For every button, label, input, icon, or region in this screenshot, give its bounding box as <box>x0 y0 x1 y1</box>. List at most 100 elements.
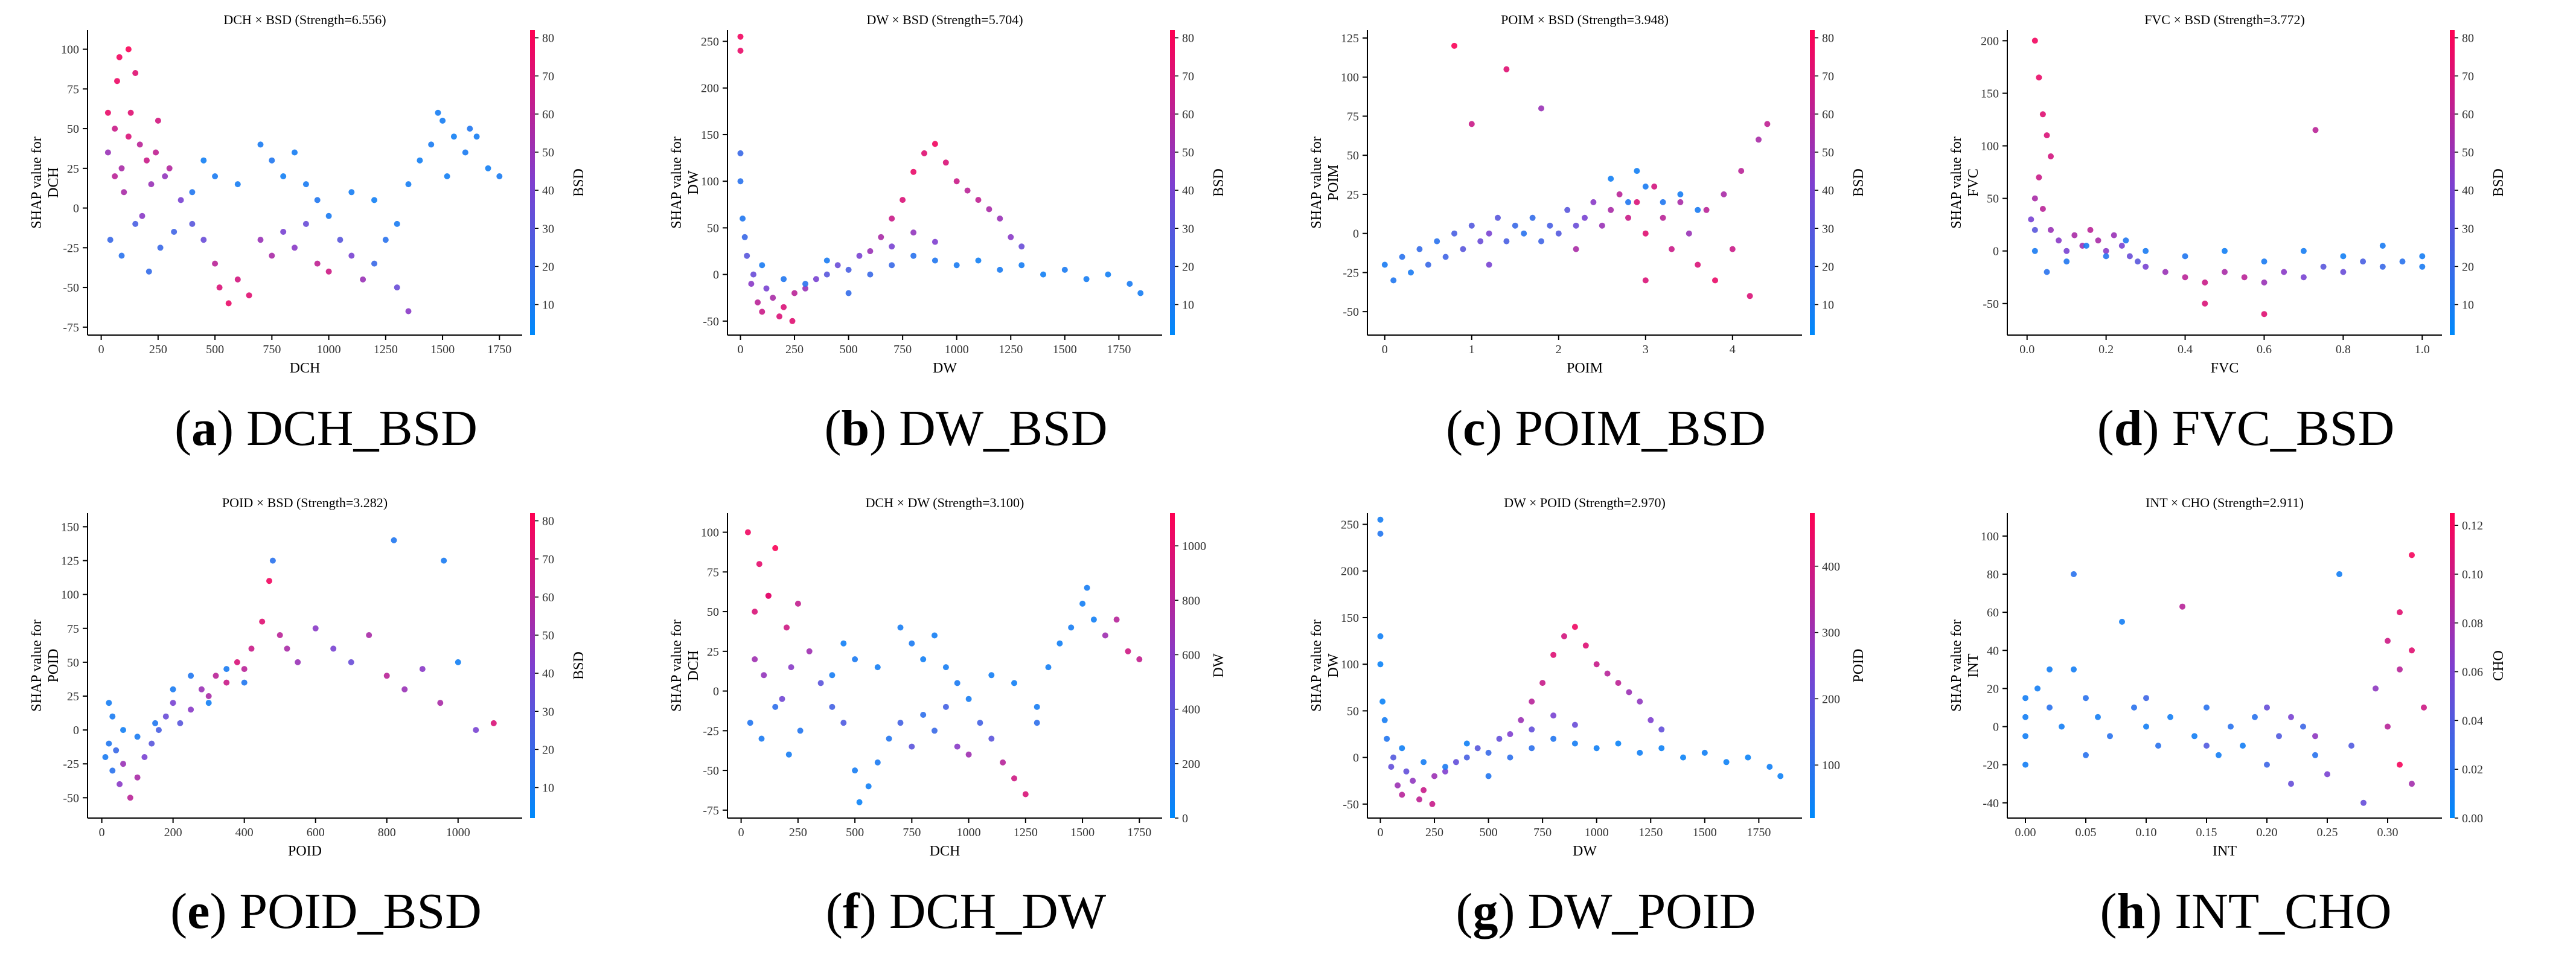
data-point <box>1538 105 1544 112</box>
data-point <box>910 229 917 236</box>
x-tick-label: 0.20 <box>2257 826 2278 839</box>
y-axis-label: SHAP value forDCH <box>29 136 62 228</box>
data-point <box>1642 230 1649 237</box>
data-point <box>2063 248 2070 254</box>
data-point <box>1625 214 1631 221</box>
x-tick-label: 200 <box>164 826 182 839</box>
colorbar-tick-label: 60 <box>1822 108 1834 121</box>
data-point <box>132 70 139 76</box>
data-point <box>2373 685 2379 692</box>
data-point <box>1529 745 1535 752</box>
data-point <box>269 252 275 259</box>
panel-d: FVC × BSD (Strength=3.772) 0.0 0.2 0.4 0.6 0.… <box>1932 0 2560 483</box>
y-tick-label: 0 <box>1353 228 1359 241</box>
data-point <box>953 178 960 185</box>
y-tick-label: 50 <box>707 222 719 235</box>
colorbar-tick-label: 400 <box>1822 560 1840 574</box>
data-point <box>439 117 446 124</box>
data-point <box>2264 704 2270 711</box>
y-axis-label-line: SHAP value for <box>1949 619 1964 711</box>
data-point <box>2118 243 2125 249</box>
data-point <box>988 672 995 679</box>
x-tick-label: 1500 <box>1053 343 1077 356</box>
data-point <box>909 743 915 750</box>
y-tick-label: 75 <box>1347 110 1359 123</box>
data-point <box>1451 42 1457 49</box>
y-tick-label: 0 <box>713 269 719 282</box>
data-point <box>1495 214 1501 221</box>
data-point <box>1703 206 1710 213</box>
data-point <box>988 735 995 742</box>
data-point <box>1429 801 1436 807</box>
x-tick-label: 1000 <box>317 343 341 356</box>
data-point <box>2340 253 2347 260</box>
data-point <box>170 686 176 692</box>
data-point <box>485 165 491 171</box>
data-point <box>225 300 232 307</box>
data-point <box>234 181 241 188</box>
data-point <box>102 754 109 760</box>
caption-paren: ( <box>2097 400 2114 456</box>
y-axis-label: SHAP value forPOIM <box>1309 136 1341 228</box>
data-point <box>2300 723 2306 730</box>
x-tick-label: 4 <box>1730 343 1736 356</box>
data-point <box>292 245 298 251</box>
data-point <box>788 664 794 671</box>
data-point <box>823 271 830 278</box>
data-point <box>2056 237 2062 244</box>
data-point <box>1477 238 1484 245</box>
data-point <box>840 640 847 647</box>
colorbar-tick-label: 10 <box>2462 299 2474 312</box>
data-point <box>435 109 441 116</box>
data-point <box>113 747 120 753</box>
x-tick-label: 1750 <box>1107 343 1131 356</box>
y-tick-label: -20 <box>1983 759 1999 772</box>
data-point <box>2397 609 2403 616</box>
data-point <box>747 720 753 726</box>
panel-caption: (e) POID_BSD <box>12 886 640 937</box>
x-tick-label: 1.0 <box>2415 343 2430 356</box>
data-point <box>104 149 111 156</box>
data-point <box>117 781 123 787</box>
data-point <box>120 727 126 734</box>
caption-paren: ( <box>825 883 843 939</box>
data-point <box>2360 258 2367 265</box>
x-axis-label: DCH <box>930 843 960 859</box>
data-point <box>1040 271 1046 278</box>
x-tick-label: 750 <box>903 826 921 839</box>
x-tick-label: 250 <box>1425 826 1443 839</box>
y-axis-label: SHAP value forFVC <box>1949 136 1981 228</box>
colorbar-tick-label: 400 <box>1182 703 1200 717</box>
data-point <box>763 285 770 292</box>
y-tick-label: 250 <box>701 36 719 49</box>
chart-g: DW × POID (Strength=2.970)0 250 500 750 1000… <box>1309 495 1867 859</box>
data-point <box>1539 680 1546 686</box>
colorbar <box>1170 30 1175 335</box>
data-point <box>829 703 836 710</box>
panel-caption: (f) DCH_DW <box>652 886 1280 937</box>
data-point <box>2348 743 2354 749</box>
data-point <box>921 150 927 156</box>
colorbar-tick-label: 100 <box>1822 759 1840 772</box>
x-axis-label: POIM <box>1567 360 1603 376</box>
data-point <box>2044 132 2050 139</box>
data-point <box>1729 246 1736 252</box>
data-point <box>302 181 309 188</box>
colorbar-tick-label: 60 <box>542 108 554 121</box>
y-tick-label: 100 <box>61 43 79 57</box>
caption-paren: ) <box>209 883 240 939</box>
x-tick-label: 250 <box>789 826 807 839</box>
data-point <box>241 666 248 673</box>
data-point <box>779 696 785 702</box>
caption-paren: ( <box>2100 883 2117 939</box>
colorbar-tick-label: 40 <box>542 667 554 680</box>
data-point <box>1408 269 1414 276</box>
data-point <box>1686 230 1692 237</box>
data-point <box>1399 792 1405 798</box>
data-point <box>942 159 949 166</box>
data-point <box>1507 754 1513 761</box>
data-point <box>2022 695 2028 702</box>
data-point <box>1018 243 1025 250</box>
data-point <box>781 304 787 310</box>
data-point <box>312 625 319 632</box>
